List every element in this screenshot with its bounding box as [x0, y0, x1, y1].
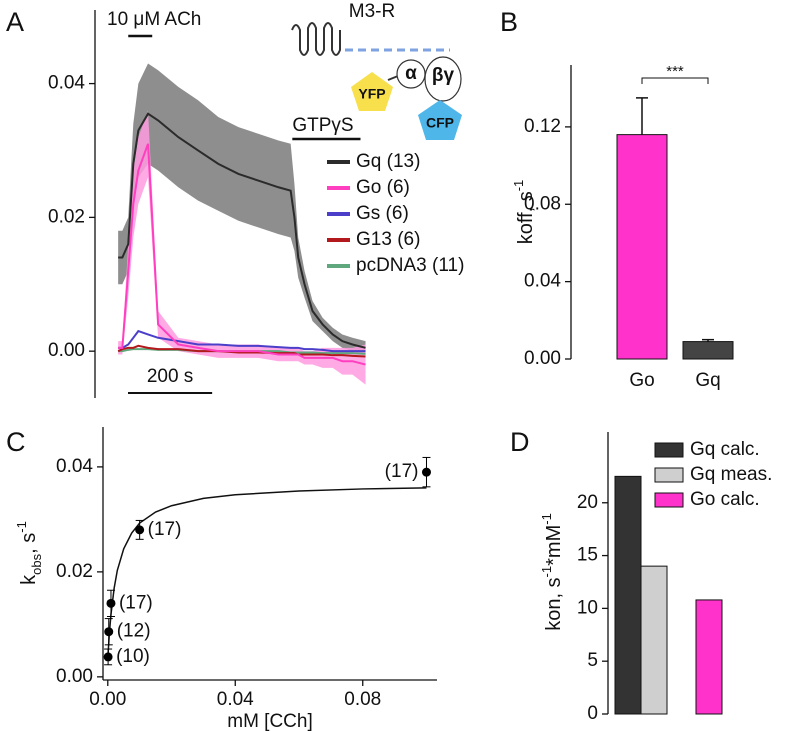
legend-swatch	[654, 492, 684, 508]
y-axis-label-part: -1	[14, 521, 29, 533]
legend-label: pcDNA3 (11)	[356, 255, 464, 276]
y-axis-label-part: *mM	[543, 525, 565, 566]
linker	[387, 75, 399, 81]
legend-label: Go (6)	[356, 177, 410, 198]
y-tick-label: 20	[577, 492, 598, 513]
x-tick-label: 0.08	[344, 689, 381, 710]
trace	[118, 329, 366, 353]
y-axis-label: kon, s-1*mM-1	[539, 513, 565, 631]
beta-gamma-shape	[424, 56, 462, 102]
y-axis-label-part: -1	[539, 513, 554, 525]
y-tick-label: 0.12	[524, 116, 561, 137]
legend-swatch	[654, 442, 684, 458]
x-tick-label: Gq	[695, 370, 720, 391]
legend-label: Go calc.	[690, 489, 760, 510]
beta-gamma-label: βγ	[432, 65, 455, 86]
yfp-shape	[351, 72, 393, 111]
panel-letter: B	[500, 7, 518, 37]
bar	[682, 341, 734, 360]
legend-label: Gq calc.	[690, 439, 760, 460]
legend-label: Gs (6)	[356, 203, 409, 224]
point-label: (17)	[148, 519, 182, 540]
y-tick-label: 0.04	[48, 73, 85, 94]
y-tick-label: 0.00	[48, 340, 85, 361]
point-label: (12)	[117, 621, 151, 642]
y-tick-label: 0.04	[524, 271, 561, 292]
x-tick-label: Go	[629, 370, 654, 391]
y-tick-label: 0.02	[48, 206, 85, 227]
point-label: (17)	[119, 592, 153, 613]
point	[104, 627, 114, 637]
y-axis-label-part: koff, s	[515, 191, 537, 244]
y-tick-label: 5	[587, 650, 598, 671]
trace	[118, 143, 366, 366]
point	[421, 467, 431, 477]
y-axis-label: kobs, s-1	[14, 521, 44, 585]
y-axis-label-part: -1	[539, 566, 554, 578]
point	[103, 652, 113, 662]
x-axis-label: mM [CCh]	[227, 711, 313, 731]
bar	[616, 134, 668, 360]
alpha-label: α	[405, 63, 417, 84]
x-tick-label: 0.04	[217, 689, 254, 710]
application-label: GTPγS	[292, 115, 353, 136]
y-tick-label: 0.08	[524, 193, 561, 214]
bar	[614, 475, 642, 715]
inset-diagram: M3-R YFP α βγ CFP	[291, 1, 462, 140]
point-label: (17)	[385, 461, 419, 482]
y-tick-label: 0.04	[56, 456, 93, 477]
yfp-label: YFP	[358, 86, 385, 102]
bar	[695, 599, 723, 715]
y-tick-label: 0.00	[524, 348, 561, 369]
significance-label: ***	[666, 63, 684, 80]
y-axis-label-part: k	[18, 574, 40, 585]
y-tick-label: 10	[577, 597, 598, 618]
y-axis-label-part: obs	[29, 553, 44, 574]
point	[106, 598, 116, 608]
bar	[640, 565, 668, 715]
scale-bar-label: 200 s	[147, 366, 193, 387]
point-label: (10)	[116, 646, 150, 667]
error-band	[118, 110, 366, 385]
panel-letter: D	[510, 427, 530, 457]
cfp-label: CFP	[426, 115, 454, 131]
trace	[118, 112, 366, 349]
significance-bracket	[641, 77, 709, 84]
panel-letter: A	[6, 7, 24, 37]
y-axis-label-part: kon, s	[543, 577, 565, 630]
y-tick-label: 0.02	[56, 561, 93, 582]
y-tick-label: 0	[587, 703, 598, 724]
legend-label: G13 (6)	[356, 229, 420, 250]
y-axis-label-part: , s	[18, 533, 40, 554]
x-tick-label: 0.00	[89, 689, 126, 710]
y-axis-label-part: -1	[511, 180, 526, 192]
legend-swatch	[654, 467, 684, 483]
application-label: 10 μM ACh	[107, 9, 201, 30]
y-tick-label: 15	[577, 545, 598, 566]
receptor-shape	[291, 22, 341, 56]
panel-letter: C	[6, 427, 26, 457]
point	[135, 525, 145, 535]
y-axis-label: koff, s-1	[511, 180, 537, 245]
trace	[117, 344, 366, 358]
y-tick-label: 0.00	[56, 666, 93, 687]
legend-label: Gq meas.	[690, 464, 772, 485]
cfp-shape	[418, 100, 462, 140]
legend-label: Gq (13)	[356, 151, 420, 172]
receptor-label: M3-R	[349, 1, 395, 22]
